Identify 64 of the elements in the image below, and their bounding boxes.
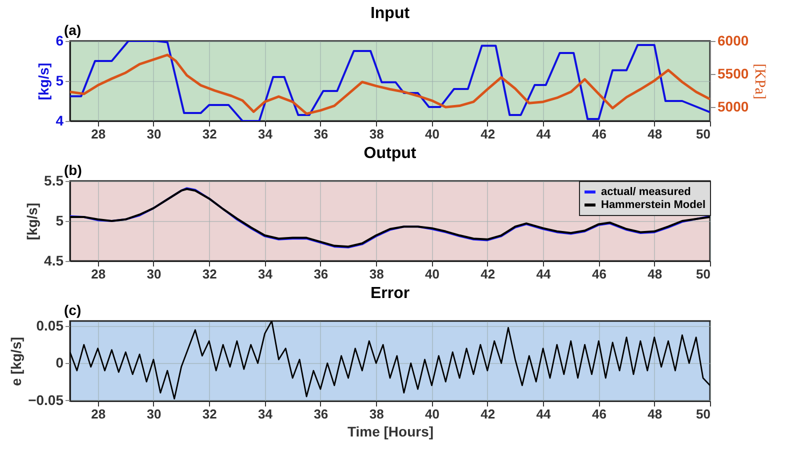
x-tick-label: 42 (480, 406, 496, 422)
x-tick-label: 28 (91, 406, 106, 422)
x-tick-label: 50 (696, 406, 710, 422)
line-series (70, 54, 710, 115)
y-tick-label: 0 (56, 354, 64, 371)
y-tick-label: 4 (56, 112, 64, 128)
x-tick-label: 38 (369, 266, 384, 282)
y-tick-label: 0.05 (36, 318, 64, 334)
x-tick-label: 46 (592, 406, 606, 422)
x-tick-label: 28 (91, 266, 106, 282)
y2-axis-title: [KPa] (752, 64, 768, 100)
text: (a) (64, 22, 82, 38)
x-tick-label: 32 (202, 406, 217, 422)
y-tick-label: 5 (56, 72, 64, 88)
x-tick-label: 36 (314, 126, 328, 142)
text: (b) (64, 162, 82, 178)
x-tick-label: 46 (592, 266, 606, 282)
x-tick-label: 42 (480, 126, 496, 142)
x-tick-label: 40 (425, 266, 440, 282)
x-tick-label: 38 (369, 406, 384, 422)
legend-label: Hammerstein Model (601, 199, 706, 211)
x-tick-label: 30 (146, 406, 162, 422)
x-tick-label: 36 (314, 406, 328, 422)
x-tick-label: 34 (258, 266, 274, 282)
y2-tick-label: 5500 (718, 66, 749, 82)
y-tick-label: 6 (56, 32, 64, 48)
y-tick-label: −0.05 (28, 392, 64, 408)
text: (c) (64, 302, 82, 318)
x-tick-label: 34 (258, 126, 274, 142)
x-tick-label: 46 (592, 126, 606, 142)
x-tick-label: 40 (425, 126, 440, 142)
line-series (70, 41, 710, 121)
x-tick-label: 38 (369, 126, 384, 142)
y-axis-title: [kg/s] (36, 62, 52, 100)
y-tick-label: 5 (56, 212, 64, 228)
x-tick-label: 28 (91, 126, 106, 142)
x-tick-label: 48 (648, 126, 662, 142)
y-tick-label: 4.5 (44, 252, 64, 268)
x-tick-label: 34 (258, 406, 274, 422)
x-tick-label: 50 (696, 266, 710, 282)
x-tick-label: 36 (314, 266, 328, 282)
y2-tick-label: 6000 (718, 32, 749, 48)
x-tick-label: 42 (480, 266, 496, 282)
chart-title: Output (364, 145, 417, 162)
x-tick-label: 44 (536, 126, 552, 142)
y-tick-label: 5.5 (44, 172, 64, 188)
y2-tick-label: 5000 (718, 98, 749, 115)
x-tick-label: 48 (648, 406, 662, 422)
x-tick-label: 48 (648, 266, 662, 282)
x-tick-label: 30 (146, 266, 162, 282)
chart-title: Error (370, 285, 410, 302)
x-tick-label: 32 (202, 266, 217, 282)
x-tick-label: 40 (425, 406, 440, 422)
x-tick-label: 50 (696, 126, 710, 142)
y-axis-title: [kg/s] (24, 202, 40, 240)
legend-label: actual/ measured (601, 186, 691, 198)
line-series (70, 321, 710, 400)
x-tick-label: 44 (536, 406, 552, 422)
x-tick-label: 32 (202, 126, 217, 142)
x-tick-label: 44 (536, 266, 552, 282)
y-axis-title: e [kg/s] (8, 336, 24, 386)
x-axis-title: Time [Hours] (347, 424, 434, 440)
x-tick-label: 30 (146, 126, 162, 142)
chart-title: Input (370, 5, 410, 22)
